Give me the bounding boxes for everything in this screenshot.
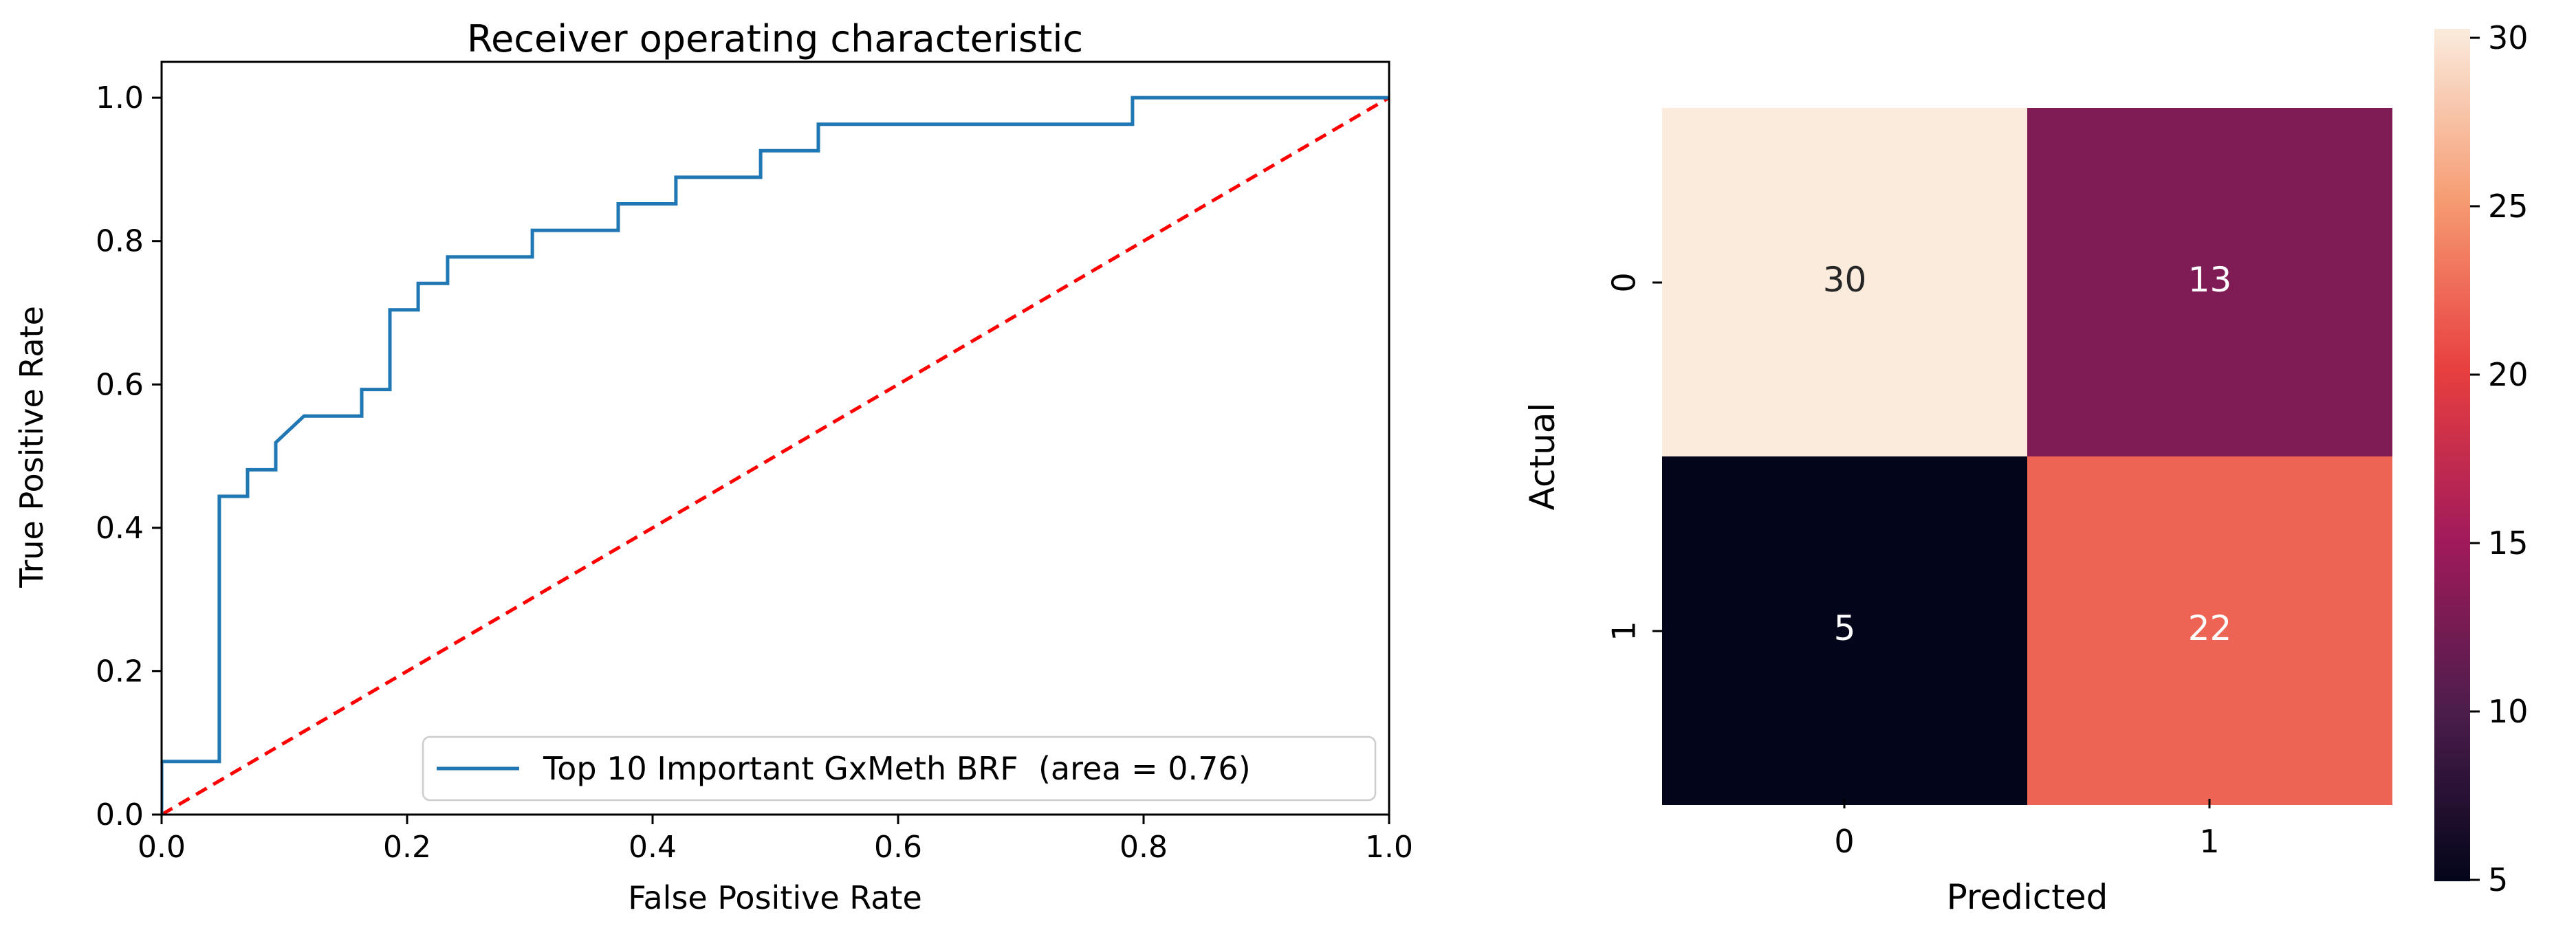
roc-diagonal-line [162,96,1389,815]
roc-y-tick-label: 1.0 [96,80,144,115]
roc-curve-line [162,96,1389,815]
colorbar-tick-label: 30 [2488,19,2529,56]
heatmap-cell-value: 22 [2188,608,2232,648]
heatmap-cell-value: 13 [2188,260,2232,300]
roc-x-tick-label: 1.0 [1365,830,1413,865]
roc-plot-frame [160,60,1390,816]
roc-legend: Top 10 Important GxMeth BRF (area = 0.76… [422,736,1377,802]
roc-y-axis-ticks: 0.0 0.2 0.4 0.6 0.8 1.0 [96,80,162,832]
roc-y-axis-label: True Positive Rate [13,306,50,588]
colorbar-tick-label: 15 [2488,524,2529,562]
heatmap-y-tick-label: 1 [1606,621,1643,641]
roc-legend-box [422,736,1377,802]
roc-x-axis-label: False Positive Rate [628,879,922,916]
roc-chart: Receiver operating characteristic 0.0 0.2… [13,17,1413,916]
heatmap-y-axis: 0 1 Actual [1522,272,1662,641]
heatmap-x-axis: 0 1 Predicted [1834,799,2220,917]
roc-x-tick-label: 0.4 [629,830,677,865]
colorbar-tick-label: 25 [2488,188,2529,225]
roc-y-tick-label: 0.4 [96,511,144,546]
colorbar-gradient [2434,29,2470,881]
heatmap-x-tick-label: 1 [2199,823,2219,860]
confusion-matrix-chart: 30 135 22 0 1 Predicted 0 1 Actual 5101520… [1522,19,2529,917]
roc-x-tick-label: 0.6 [874,830,922,865]
colorbar-tick-label: 5 [2488,861,2508,898]
roc-y-tick-label: 0.2 [96,654,144,689]
heatmap-colorbar: 5 10 15 20 25 30 [2434,19,2529,898]
colorbar-ticks: 5 10 15 20 25 30 [2470,19,2529,898]
heatmap-y-tick-label: 0 [1606,272,1643,292]
heatmap-cell-value: 30 [1823,260,1867,300]
roc-y-tick-label: 0.8 [96,224,144,259]
heatmap-x-tick-label: 0 [1834,823,1854,860]
heatmap-cell [1662,108,2027,456]
heatmap-y-axis-label: Actual [1522,403,1562,511]
roc-x-tick-label: 0.8 [1120,830,1168,865]
heatmap-cells: 30 13 5 22 [1662,108,2392,805]
colorbar-tick-label: 10 [2488,693,2529,730]
heatmap-cell [1662,456,2027,805]
heatmap-cell [2027,108,2392,456]
heatmap-x-axis-label: Predicted [1947,877,2108,917]
roc-x-tick-label: 0.2 [383,830,431,865]
roc-plot-lines [162,96,1389,815]
heatmap-cell [2027,456,2392,805]
colorbar-tick-label: 20 [2488,356,2529,393]
roc-y-tick-label: 0.0 [96,797,144,832]
heatmap-cell-value: 5 [1834,608,1856,648]
roc-y-tick-label: 0.6 [96,367,144,402]
roc-x-axis-ticks: 0.0 0.2 0.4 0.6 0.8 1.0 [138,815,1413,865]
roc-title: Receiver operating characteristic [467,17,1083,60]
roc-x-tick-label: 0.0 [138,830,186,865]
roc-legend-label: Top 10 Important GxMeth BRF (area = 0.76… [543,750,1251,787]
